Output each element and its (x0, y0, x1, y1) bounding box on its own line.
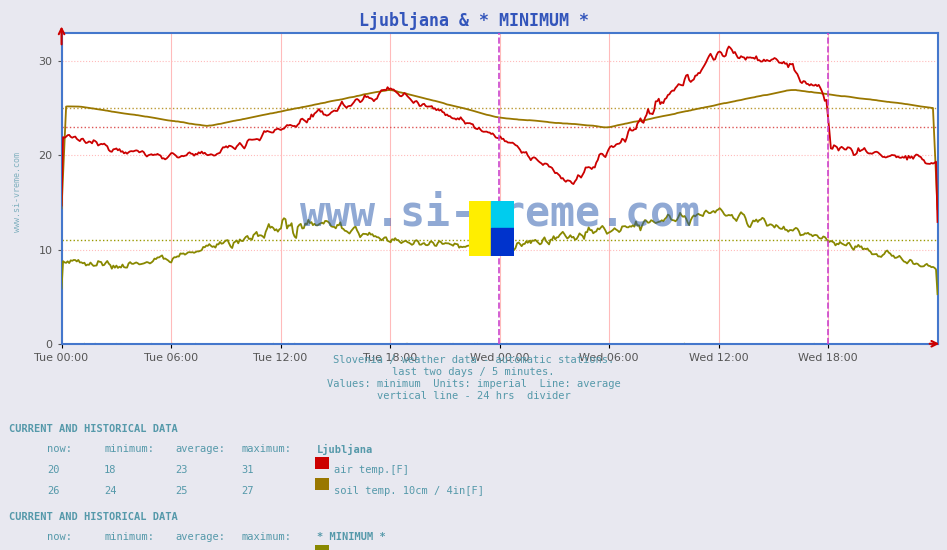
Text: Ljubljana: Ljubljana (317, 444, 373, 455)
Text: soil temp. 10cm / 4in[F]: soil temp. 10cm / 4in[F] (334, 486, 484, 496)
Text: 20: 20 (47, 465, 60, 475)
Text: last two days / 5 minutes.: last two days / 5 minutes. (392, 367, 555, 377)
Text: www.si-vreme.com: www.si-vreme.com (299, 192, 700, 234)
Text: minimum:: minimum: (104, 532, 154, 542)
Text: 27: 27 (241, 486, 254, 496)
Text: 25: 25 (175, 486, 188, 496)
Text: 18: 18 (104, 465, 116, 475)
Text: www.si-vreme.com: www.si-vreme.com (12, 152, 22, 233)
Bar (491, 228, 514, 256)
Bar (491, 201, 514, 228)
Text: Values: minimum  Units: imperial  Line: average: Values: minimum Units: imperial Line: av… (327, 379, 620, 389)
Text: 31: 31 (241, 465, 254, 475)
Bar (469, 201, 491, 256)
Text: maximum:: maximum: (241, 532, 292, 542)
Text: minimum:: minimum: (104, 444, 154, 454)
Text: CURRENT AND HISTORICAL DATA: CURRENT AND HISTORICAL DATA (9, 512, 178, 521)
Text: vertical line - 24 hrs  divider: vertical line - 24 hrs divider (377, 391, 570, 401)
Text: average:: average: (175, 444, 225, 454)
Text: air temp.[F]: air temp.[F] (334, 465, 409, 475)
Text: now:: now: (47, 532, 72, 542)
Text: 24: 24 (104, 486, 116, 496)
Text: Slovenia / weather data - automatic stations.: Slovenia / weather data - automatic stat… (333, 355, 614, 365)
Text: 23: 23 (175, 465, 188, 475)
Text: Ljubljana & * MINIMUM *: Ljubljana & * MINIMUM * (359, 12, 588, 30)
Text: * MINIMUM *: * MINIMUM * (317, 532, 386, 542)
Text: CURRENT AND HISTORICAL DATA: CURRENT AND HISTORICAL DATA (9, 424, 178, 433)
Text: maximum:: maximum: (241, 444, 292, 454)
Text: 26: 26 (47, 486, 60, 496)
Text: average:: average: (175, 532, 225, 542)
Text: now:: now: (47, 444, 72, 454)
